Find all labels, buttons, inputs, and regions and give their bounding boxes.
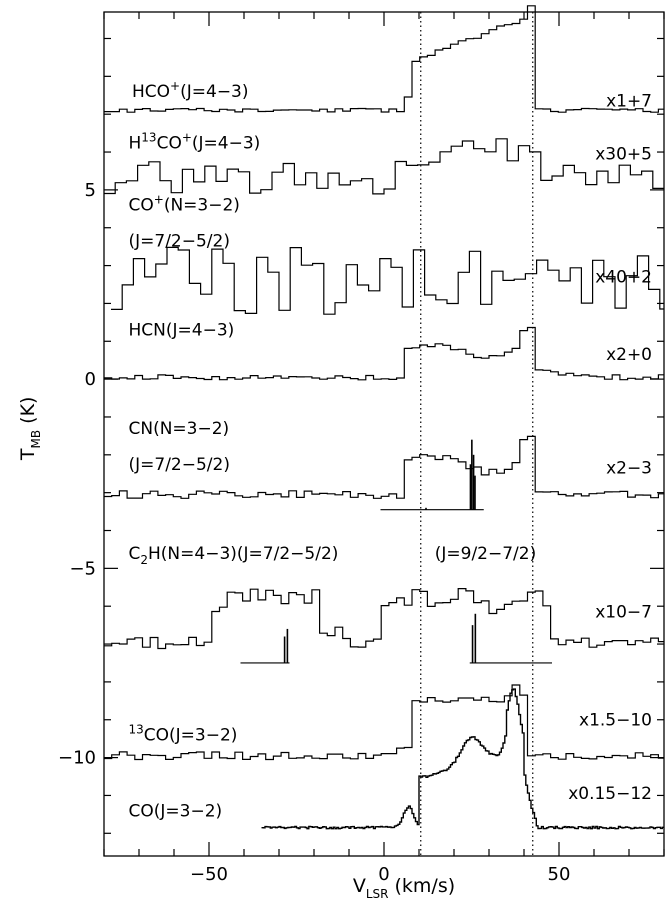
- series-5-trace: [104, 588, 664, 650]
- series-2-label: CO+(N=3−2): [129, 193, 240, 216]
- series-5-scale: x10−7: [595, 603, 652, 623]
- series-7-trace: [261, 688, 664, 830]
- y-tick-label-0: −10: [58, 748, 96, 769]
- series-layer: [104, 5, 664, 830]
- y-tick-label-2: 0: [85, 369, 96, 390]
- series-6-trace: [104, 684, 664, 761]
- series-4-label: CN(N=3−2): [129, 419, 230, 439]
- series-1-label: H13CO+(J=4−3): [129, 130, 261, 153]
- reference-lines: [420, 12, 534, 856]
- x-tick-label-1: 0: [378, 864, 389, 885]
- x-tick-label-2: 50: [548, 864, 571, 885]
- x-axis-label: VLSR (km/s): [353, 875, 455, 898]
- series-4-trace: [104, 435, 664, 499]
- series-0-trace: [104, 5, 664, 113]
- series-7-scale: x0.15−12: [568, 784, 652, 804]
- series-4-scale: x2−3: [606, 459, 652, 479]
- series-3-trace: [104, 326, 664, 381]
- tick-layer: −50 0 50−10−505: [58, 12, 665, 885]
- series-2-trace: [111, 246, 664, 315]
- x-tick-label-0: −50: [190, 864, 228, 885]
- y-tick-label-3: 5: [85, 180, 96, 201]
- series-6-scale: x1.5−10: [579, 710, 652, 730]
- y-tick-label-1: −5: [69, 558, 96, 579]
- series-6-label: 13CO(J=3−2): [129, 723, 238, 746]
- series-5-label: C2H(N=4−3)(J=7/2−5/2): [129, 544, 339, 567]
- hyperfine-layer: [240, 439, 552, 664]
- series-2-label-line2: (J=7/2−5/2): [129, 232, 231, 252]
- series-1-scale: x30+5: [595, 145, 652, 165]
- extra-label-0: (J=9/2−7/2): [435, 544, 537, 564]
- series-0-label: HCO+(J=4−3): [132, 79, 249, 102]
- series-0-scale: x1+7: [606, 92, 652, 112]
- y-axis-label: TMB (K): [17, 397, 43, 462]
- series-1-trace: [104, 138, 664, 195]
- series-2-scale: x40+2: [595, 268, 652, 288]
- series-4-label-line2: (J=7/2−5/2): [129, 455, 231, 475]
- series-3-scale: x2+0: [606, 345, 652, 365]
- series-7-label: CO(J=3−2): [129, 801, 223, 821]
- label-layer: HCO+(J=4−3) x1+7 H13CO+(J=4−3) x30+5 CO+(N=3…: [129, 79, 653, 821]
- series-3-label: HCN(J=4−3): [129, 321, 235, 341]
